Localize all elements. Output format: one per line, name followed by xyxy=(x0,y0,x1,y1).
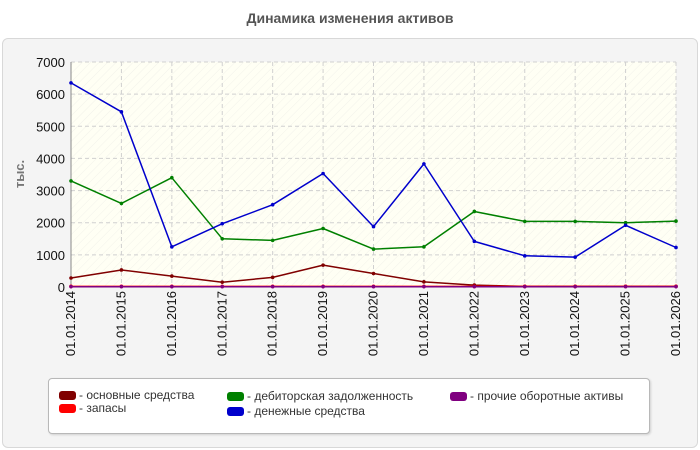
x-tick-label: 01.01.2024 xyxy=(567,291,582,356)
data-point xyxy=(674,219,678,223)
legend-item-inventory: - запасы xyxy=(59,401,126,415)
data-point xyxy=(270,284,275,289)
x-tick-label: 01.01.2015 xyxy=(113,291,128,356)
y-tick-label: 6000 xyxy=(36,87,65,102)
legend-label: - запасы xyxy=(79,401,127,415)
data-point xyxy=(422,280,426,284)
data-point xyxy=(119,110,124,114)
data-point xyxy=(119,284,124,289)
x-tick-label: 01.01.2021 xyxy=(416,291,431,356)
data-point xyxy=(270,238,275,243)
data-point xyxy=(69,276,73,280)
data-point xyxy=(170,284,174,289)
legend-label: - денежные средства xyxy=(247,404,365,418)
data-point xyxy=(573,284,577,289)
data-point xyxy=(573,219,577,224)
legend-item-other-current-assets: - прочие оборотные активы xyxy=(450,389,623,403)
x-tick-label: 01.01.2017 xyxy=(214,291,229,356)
data-point xyxy=(69,284,73,289)
x-tick-label: 01.01.2018 xyxy=(265,291,280,356)
data-point xyxy=(119,201,124,206)
x-tick-label: 01.01.2022 xyxy=(466,291,481,356)
y-tick-label: 0 xyxy=(58,280,65,295)
chart-legend: - основные средства - запасы - дебиторск… xyxy=(48,378,650,434)
y-axis-label: тыс. xyxy=(12,160,27,188)
data-point xyxy=(674,245,678,250)
x-tick-label: 01.01.2020 xyxy=(366,291,381,356)
data-point xyxy=(119,268,124,272)
x-tick-label: 01.01.2026 xyxy=(668,291,683,356)
data-point xyxy=(321,263,325,267)
data-point xyxy=(472,239,477,244)
data-point xyxy=(472,284,477,289)
x-tick-label: 01.01.2019 xyxy=(315,291,330,356)
x-tick-label: 01.01.2014 xyxy=(63,291,78,356)
data-point xyxy=(371,284,376,289)
legend-swatch xyxy=(227,391,244,401)
legend-swatch xyxy=(59,403,76,413)
chart-title: Динамика изменения активов xyxy=(246,10,454,26)
legend-label: - прочие оборотные активы xyxy=(470,389,624,403)
y-tick-label: 1000 xyxy=(36,248,65,263)
data-point xyxy=(220,221,225,226)
x-tick-label: 01.01.2025 xyxy=(618,291,633,356)
data-point xyxy=(573,255,577,259)
legend-swatch xyxy=(450,391,467,401)
data-point xyxy=(220,236,225,241)
data-point xyxy=(270,275,275,280)
data-point xyxy=(522,284,527,289)
y-tick-label: 2000 xyxy=(36,216,65,231)
data-point xyxy=(321,171,325,176)
legend-label: - основные средства xyxy=(79,388,195,402)
legend-swatch xyxy=(59,390,76,400)
data-point xyxy=(371,224,376,229)
data-point xyxy=(522,219,527,224)
data-point xyxy=(422,245,426,249)
y-tick-label: 7000 xyxy=(36,55,65,70)
data-point xyxy=(674,284,678,289)
y-tick-label: 4000 xyxy=(36,151,65,166)
data-point xyxy=(170,274,174,278)
legend-item-cash: - денежные средства xyxy=(227,404,365,418)
data-point xyxy=(270,202,275,207)
data-point xyxy=(69,81,73,85)
y-tick-label: 5000 xyxy=(36,119,65,134)
data-point xyxy=(321,284,325,289)
data-point xyxy=(623,223,628,228)
legend-label: - дебиторская задолженность xyxy=(247,389,414,403)
data-point xyxy=(170,175,174,180)
legend-swatch xyxy=(227,406,244,416)
y-tick-label: 3000 xyxy=(36,184,65,199)
data-point xyxy=(371,271,376,276)
x-tick-label: 01.01.2023 xyxy=(517,291,532,356)
data-point xyxy=(623,284,628,289)
data-point xyxy=(422,284,426,289)
data-point xyxy=(422,162,426,166)
data-point xyxy=(522,254,527,258)
data-point xyxy=(220,280,225,284)
data-point xyxy=(371,247,376,251)
x-tick-label: 01.01.2016 xyxy=(164,291,179,356)
legend-item-receivables: - дебиторская задолженность xyxy=(227,389,413,403)
data-point xyxy=(170,245,174,249)
data-point xyxy=(623,220,628,225)
data-point xyxy=(69,179,73,183)
data-point xyxy=(220,284,225,289)
legend-item-fixed-assets: - основные средства xyxy=(59,388,194,402)
data-point xyxy=(472,209,477,214)
data-point xyxy=(321,226,325,231)
